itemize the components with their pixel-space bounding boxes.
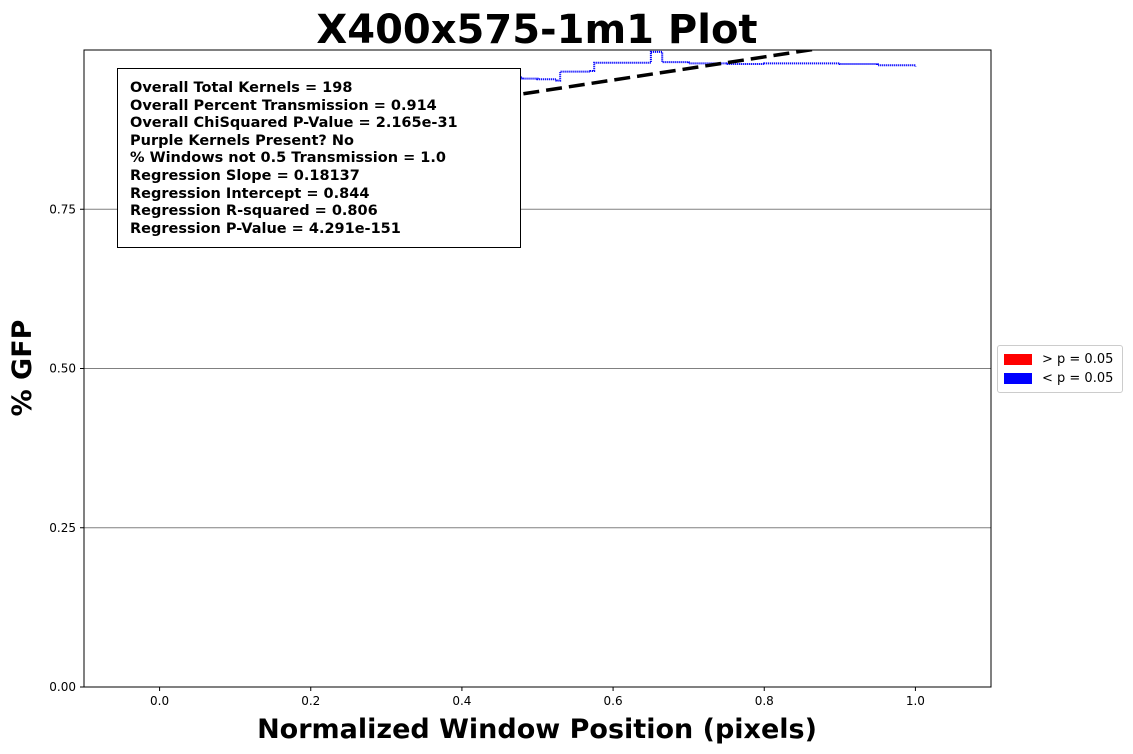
stats-line-purple-kernels: Purple Kernels Present? No bbox=[130, 132, 354, 149]
x-tick-label: 0.4 bbox=[452, 694, 471, 708]
stats-line-regression-pvalue: Regression P-Value = 4.291e-151 bbox=[130, 220, 401, 237]
x-tick-label: 1.0 bbox=[906, 694, 925, 708]
legend-label-below: < p = 0.05 bbox=[1042, 371, 1114, 386]
stats-line-total-kernels: Overall Total Kernels = 198 bbox=[130, 80, 353, 96]
legend-item-above: > p = 0.05 bbox=[1004, 350, 1122, 369]
x-tick-label: 0.0 bbox=[150, 694, 169, 708]
x-tick-label: 0.2 bbox=[301, 694, 320, 708]
y-axis-label: % GFP bbox=[7, 320, 38, 417]
y-tick-label: 0.00 bbox=[49, 680, 76, 694]
stats-box: Overall Total Kernels = 198 Overall Perc… bbox=[117, 68, 521, 248]
x-axis-label: Normalized Window Position (pixels) bbox=[257, 714, 817, 745]
legend-swatch-red bbox=[1004, 354, 1032, 365]
gridlines bbox=[84, 208, 991, 529]
legend-label-above: > p = 0.05 bbox=[1042, 352, 1114, 367]
legend: > p = 0.05 < p = 0.05 bbox=[997, 345, 1123, 393]
stats-line-chisquared-pvalue: Overall ChiSquared P-Value = 2.165e-31 bbox=[130, 115, 458, 132]
stats-line-percent-transmission: Overall Percent Transmission = 0.914 bbox=[130, 97, 437, 114]
y-tick-label: 0.25 bbox=[49, 521, 76, 535]
stats-line-regression-slope: Regression Slope = 0.18137 bbox=[130, 167, 360, 184]
legend-swatch-blue bbox=[1004, 373, 1032, 384]
x-tick-label: 0.8 bbox=[755, 694, 774, 708]
stats-line-regression-rsquared: Regression R-squared = 0.806 bbox=[130, 203, 378, 220]
legend-item-below: < p = 0.05 bbox=[1004, 369, 1122, 388]
y-ticks: 0.00 0.25 0.50 0.75 bbox=[49, 202, 84, 694]
stats-line-regression-intercept: Regression Intercept = 0.844 bbox=[130, 185, 370, 202]
y-tick-label: 0.75 bbox=[49, 202, 76, 216]
x-ticks: 0.0 0.2 0.4 0.6 0.8 1.0 bbox=[150, 687, 925, 708]
stats-line-windows-not-half: % Windows not 0.5 Transmission = 1.0 bbox=[130, 150, 446, 167]
series-line-significant bbox=[461, 50, 917, 82]
x-tick-label: 0.6 bbox=[604, 694, 623, 708]
chart-title: X400x575-1m1 Plot bbox=[316, 7, 757, 53]
y-tick-label: 0.50 bbox=[49, 362, 76, 376]
